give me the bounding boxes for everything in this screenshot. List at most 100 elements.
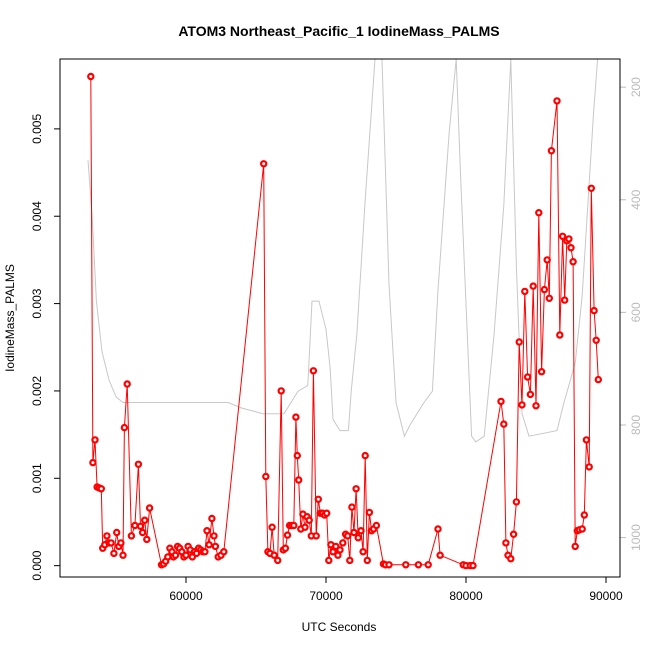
data-point	[305, 516, 313, 524]
altitude-profile-layer	[87, 59, 599, 443]
altitude-line	[87, 59, 599, 443]
plot-box	[59, 58, 621, 578]
y-tick-label: 0.000	[30, 550, 44, 580]
data-point	[512, 498, 521, 506]
data-point	[434, 525, 442, 533]
data-point	[402, 561, 410, 569]
data-point	[354, 534, 362, 542]
x-tick-label: 60000	[169, 589, 203, 603]
data-point	[346, 556, 354, 565]
data-point	[97, 485, 106, 493]
data-point	[210, 532, 218, 540]
data-point	[545, 294, 554, 302]
y-tick-label: 0.001	[30, 463, 44, 493]
data-point	[281, 544, 290, 552]
y-axis-label: IodineMass_PALMS	[3, 264, 17, 372]
data-point	[535, 208, 543, 217]
data-point	[292, 413, 300, 421]
data-point	[274, 556, 282, 565]
x-tick-label: 80000	[449, 589, 483, 603]
data-point	[352, 485, 360, 493]
data-point	[585, 463, 593, 471]
data-point	[123, 380, 131, 388]
data-point	[164, 553, 172, 561]
y2-tick-label: 400	[629, 189, 643, 209]
data-point	[561, 296, 569, 304]
data-point	[145, 504, 154, 512]
data-point	[91, 436, 99, 444]
data-point	[260, 160, 268, 168]
data-point	[580, 511, 589, 519]
data-point	[309, 367, 318, 375]
data-point	[120, 423, 129, 432]
data-point	[590, 306, 598, 315]
data-point	[359, 548, 367, 556]
data-point	[502, 539, 510, 547]
data-point	[565, 235, 573, 243]
data-point	[357, 527, 365, 535]
data-point	[140, 516, 149, 524]
data-point	[567, 243, 575, 252]
y2-tick-label: 600	[629, 302, 643, 322]
data-point	[131, 521, 139, 530]
data-point	[283, 531, 292, 539]
data-point	[497, 397, 505, 406]
y2-tick-label: 800	[629, 415, 643, 435]
data-point	[112, 528, 121, 537]
data-point	[363, 556, 371, 565]
y-tick-label: 0.003	[30, 288, 44, 318]
data-point	[518, 401, 526, 409]
data-point	[134, 460, 143, 468]
data-point	[312, 532, 320, 540]
data-point	[578, 525, 586, 533]
data-point	[361, 451, 369, 460]
data-point	[424, 561, 432, 569]
data-point	[582, 436, 591, 444]
data-point	[509, 530, 518, 538]
data-point	[117, 539, 125, 547]
data-point	[127, 532, 136, 540]
data-point	[547, 146, 556, 155]
data-point	[553, 97, 561, 105]
data-point	[571, 542, 579, 551]
data-point	[301, 523, 309, 531]
data-point	[107, 539, 115, 547]
data-point	[203, 527, 211, 535]
data-point	[87, 72, 95, 81]
chart-title: ATOM3 Northeast_Pacific_1 IodineMass_PAL…	[178, 23, 499, 39]
data-point	[365, 508, 374, 517]
data-point	[182, 551, 190, 559]
data-point	[205, 541, 213, 549]
data-point	[143, 535, 151, 544]
data-point	[89, 458, 97, 467]
data-point	[500, 420, 508, 428]
data-point	[507, 555, 515, 563]
y-tick-label: 0.005	[30, 114, 44, 144]
y2-tick-label: 200	[629, 77, 643, 97]
data-point	[529, 282, 537, 290]
data-point	[540, 285, 549, 294]
data-point	[344, 532, 352, 540]
data-point	[526, 390, 535, 399]
data-point	[521, 287, 529, 296]
data-point	[103, 532, 111, 540]
data-point	[436, 551, 444, 559]
y-tick-label: 0.002	[30, 376, 44, 406]
data-point	[469, 561, 477, 570]
series-layer	[87, 72, 603, 570]
data-point	[537, 368, 546, 376]
x-tick-label: 90000	[589, 589, 623, 603]
data-point	[270, 551, 278, 559]
data-point	[594, 375, 603, 384]
data-point	[201, 548, 209, 556]
data-point	[293, 451, 301, 460]
x-tick-label: 70000	[309, 589, 343, 603]
data-point	[119, 551, 127, 559]
data-point	[558, 232, 567, 240]
data-point	[543, 256, 551, 264]
data-point	[325, 556, 333, 565]
data-point	[277, 387, 285, 395]
data-point	[372, 521, 381, 530]
data-point	[171, 551, 180, 559]
